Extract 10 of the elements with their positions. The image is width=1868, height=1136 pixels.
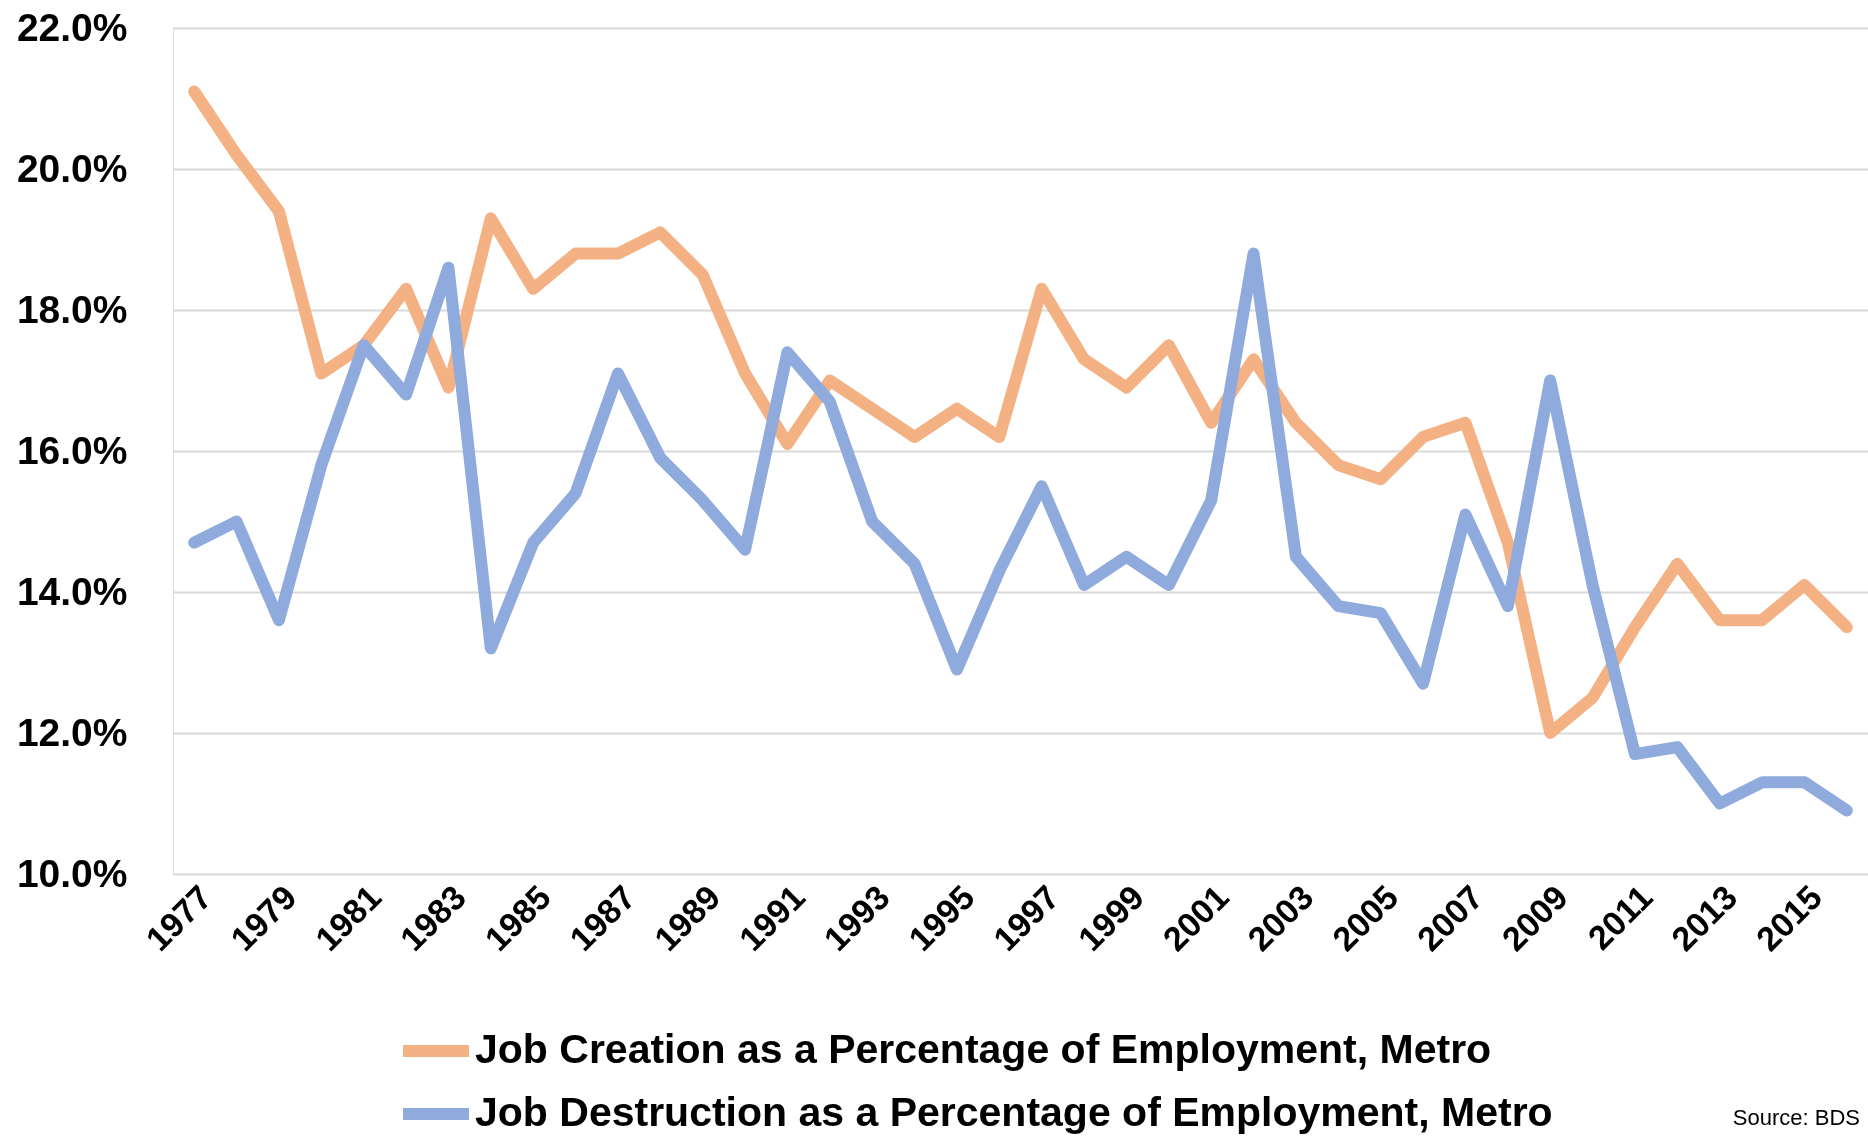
y-tick-label: 10.0%	[16, 851, 128, 895]
y-tick-label: 16.0%	[16, 428, 128, 472]
y-tick-label: 20.0%	[16, 146, 128, 190]
source-note: Source: BDS	[1732, 1105, 1860, 1130]
y-tick-label: 12.0%	[16, 710, 128, 754]
legend-label: Job Creation as a Percentage of Employment, Metro	[475, 1026, 1492, 1072]
y-tick-label: 18.0%	[16, 287, 128, 331]
y-tick-label: 22.0%	[16, 5, 128, 49]
y-tick-label: 14.0%	[16, 569, 128, 613]
legend-label: Job Destruction as a Percentage of Employment, Metro	[475, 1089, 1553, 1135]
